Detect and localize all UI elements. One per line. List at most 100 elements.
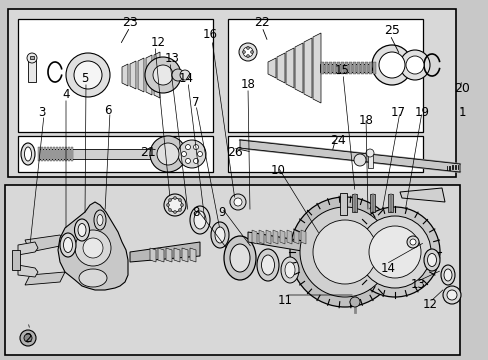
Text: 19: 19 [414,105,428,118]
Circle shape [180,203,183,207]
Circle shape [242,50,245,54]
Text: 1: 1 [457,105,465,118]
Circle shape [173,211,176,213]
Circle shape [289,197,399,307]
Bar [47,147,49,161]
Ellipse shape [97,215,103,225]
Ellipse shape [446,290,456,300]
Ellipse shape [427,253,436,266]
Bar [30,56,34,59]
Ellipse shape [423,249,439,271]
Polygon shape [265,230,270,244]
Circle shape [20,330,36,346]
Ellipse shape [442,286,460,304]
Bar [387,194,392,212]
FancyBboxPatch shape [5,185,459,355]
Ellipse shape [78,224,86,237]
Circle shape [349,297,359,307]
Polygon shape [301,230,305,244]
Bar [28,60,36,82]
Bar [65,147,67,161]
Polygon shape [18,242,38,255]
Circle shape [83,238,103,258]
Bar [371,194,373,212]
Bar [368,62,371,74]
FancyBboxPatch shape [18,19,213,132]
Circle shape [157,143,179,165]
Bar [345,62,347,74]
Circle shape [172,69,183,81]
Text: 10: 10 [270,163,285,176]
Bar [367,155,372,168]
Bar [50,147,52,161]
Circle shape [173,197,176,199]
Circle shape [368,226,420,278]
FancyBboxPatch shape [227,19,422,132]
Ellipse shape [63,238,72,252]
Bar [53,147,55,161]
Circle shape [168,199,171,202]
Circle shape [168,208,171,211]
Bar [328,62,331,74]
Circle shape [246,46,249,49]
Polygon shape [130,242,200,262]
Ellipse shape [261,255,274,275]
Ellipse shape [194,211,205,229]
Bar [356,62,359,74]
Text: 21: 21 [140,145,156,158]
Circle shape [365,149,373,157]
Polygon shape [138,58,143,92]
Circle shape [166,203,169,207]
Text: 20: 20 [453,81,469,94]
Polygon shape [276,53,285,83]
Circle shape [239,43,257,61]
Circle shape [75,230,111,266]
Ellipse shape [406,236,418,248]
Text: 16: 16 [202,28,217,41]
Circle shape [197,152,202,157]
Polygon shape [247,232,309,252]
Bar [41,147,43,161]
Polygon shape [280,230,285,244]
Text: 12: 12 [422,298,437,311]
Polygon shape [293,230,298,244]
Ellipse shape [443,269,451,281]
Text: 12: 12 [150,36,165,49]
Text: 4: 4 [62,89,70,102]
Circle shape [353,154,365,166]
Polygon shape [286,230,291,244]
Text: 18: 18 [358,113,373,126]
Polygon shape [304,38,311,98]
Circle shape [185,158,190,163]
Polygon shape [272,230,278,244]
Ellipse shape [60,233,76,257]
Bar [68,147,70,161]
Circle shape [358,216,430,288]
Bar [44,147,46,161]
Polygon shape [294,43,303,93]
Text: 8: 8 [192,206,199,219]
Polygon shape [182,248,187,262]
Text: 14: 14 [178,72,193,85]
Circle shape [378,52,404,78]
Text: 5: 5 [81,72,88,85]
Circle shape [150,136,185,172]
Polygon shape [190,248,196,262]
Ellipse shape [229,244,249,272]
Polygon shape [146,55,152,95]
Ellipse shape [409,239,415,245]
Text: 25: 25 [383,23,399,36]
Polygon shape [251,230,257,244]
Bar [325,62,327,74]
Ellipse shape [24,147,31,161]
Text: 23: 23 [122,17,138,30]
Polygon shape [267,58,275,78]
Ellipse shape [168,198,182,212]
Circle shape [234,198,242,206]
Ellipse shape [21,143,35,165]
Circle shape [145,57,181,93]
Circle shape [371,45,411,85]
Text: 11: 11 [277,293,292,306]
Polygon shape [150,248,156,262]
Circle shape [66,53,110,97]
